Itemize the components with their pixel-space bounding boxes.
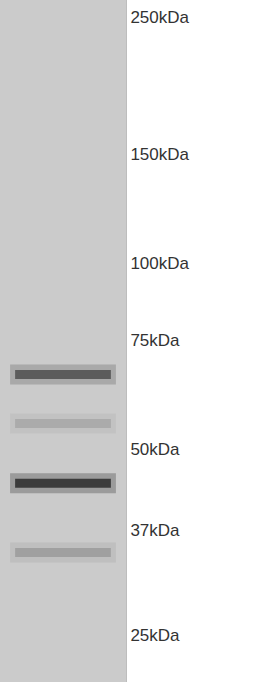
svg-text:37kDa: 37kDa <box>130 521 180 540</box>
svg-text:25kDa: 25kDa <box>130 626 180 645</box>
svg-text:100kDa: 100kDa <box>130 254 189 273</box>
svg-text:75kDa: 75kDa <box>130 331 180 350</box>
svg-text:250kDa: 250kDa <box>130 8 189 27</box>
svg-text:150kDa: 150kDa <box>130 145 189 164</box>
svg-text:50kDa: 50kDa <box>130 440 180 459</box>
